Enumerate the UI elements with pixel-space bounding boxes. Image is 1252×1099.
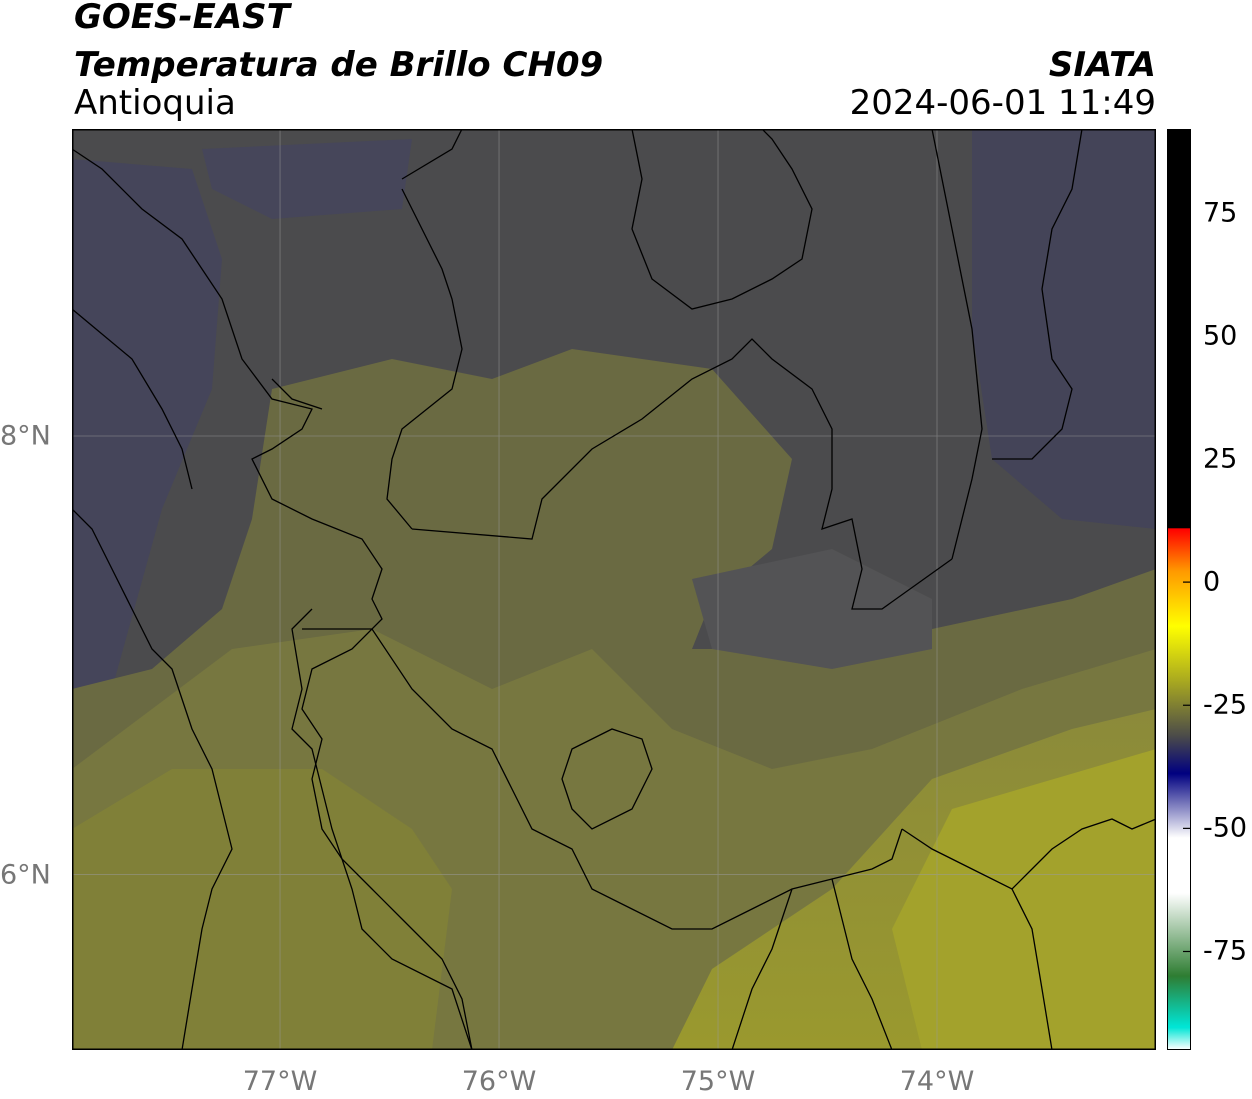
cold-zone-northeast xyxy=(972,129,1156,529)
colorbar-gradient xyxy=(1167,129,1191,1050)
y-tick-1: 6°N xyxy=(0,859,51,891)
colorbar-tick-2: 25 xyxy=(1203,443,1238,475)
colorbar-tick-marks xyxy=(1183,212,1191,953)
agency-label: SIATA xyxy=(1048,45,1156,85)
dark-patch-east xyxy=(692,549,932,669)
product-title: Temperatura de Brillo CH09 xyxy=(74,45,604,85)
y-tick-0: 8°N xyxy=(0,420,51,452)
x-tick-1: 76°W xyxy=(461,1066,537,1097)
colorbar-tick-0: 75 xyxy=(1203,197,1238,229)
colorbar-tick-5: -50 xyxy=(1203,812,1248,844)
x-tick-0: 77°W xyxy=(242,1066,318,1097)
colorbar-tick-4: -25 xyxy=(1203,689,1248,721)
x-tick-2: 75°W xyxy=(680,1066,756,1097)
satellite-title: GOES-EAST xyxy=(74,0,290,37)
southeast-warmest xyxy=(892,749,1156,1050)
cold-zone-north xyxy=(202,139,412,219)
region-label: Antioquia xyxy=(74,83,236,123)
map-frame xyxy=(72,129,1156,1050)
x-tick-3: 74°W xyxy=(899,1066,975,1097)
colorbar xyxy=(1167,129,1191,1050)
datetime-label: 2024-06-01 11:49 xyxy=(849,83,1156,123)
brightness-temperature-map xyxy=(72,129,1156,1050)
colorbar-tick-1: 50 xyxy=(1203,320,1238,352)
colorbar-tick-3: 0 xyxy=(1203,566,1221,598)
colorbar-tick-6: -75 xyxy=(1203,935,1248,967)
cold-zone-west xyxy=(72,159,222,729)
southwest-warm-band xyxy=(72,769,452,1050)
political-boundaries xyxy=(72,129,1156,1050)
